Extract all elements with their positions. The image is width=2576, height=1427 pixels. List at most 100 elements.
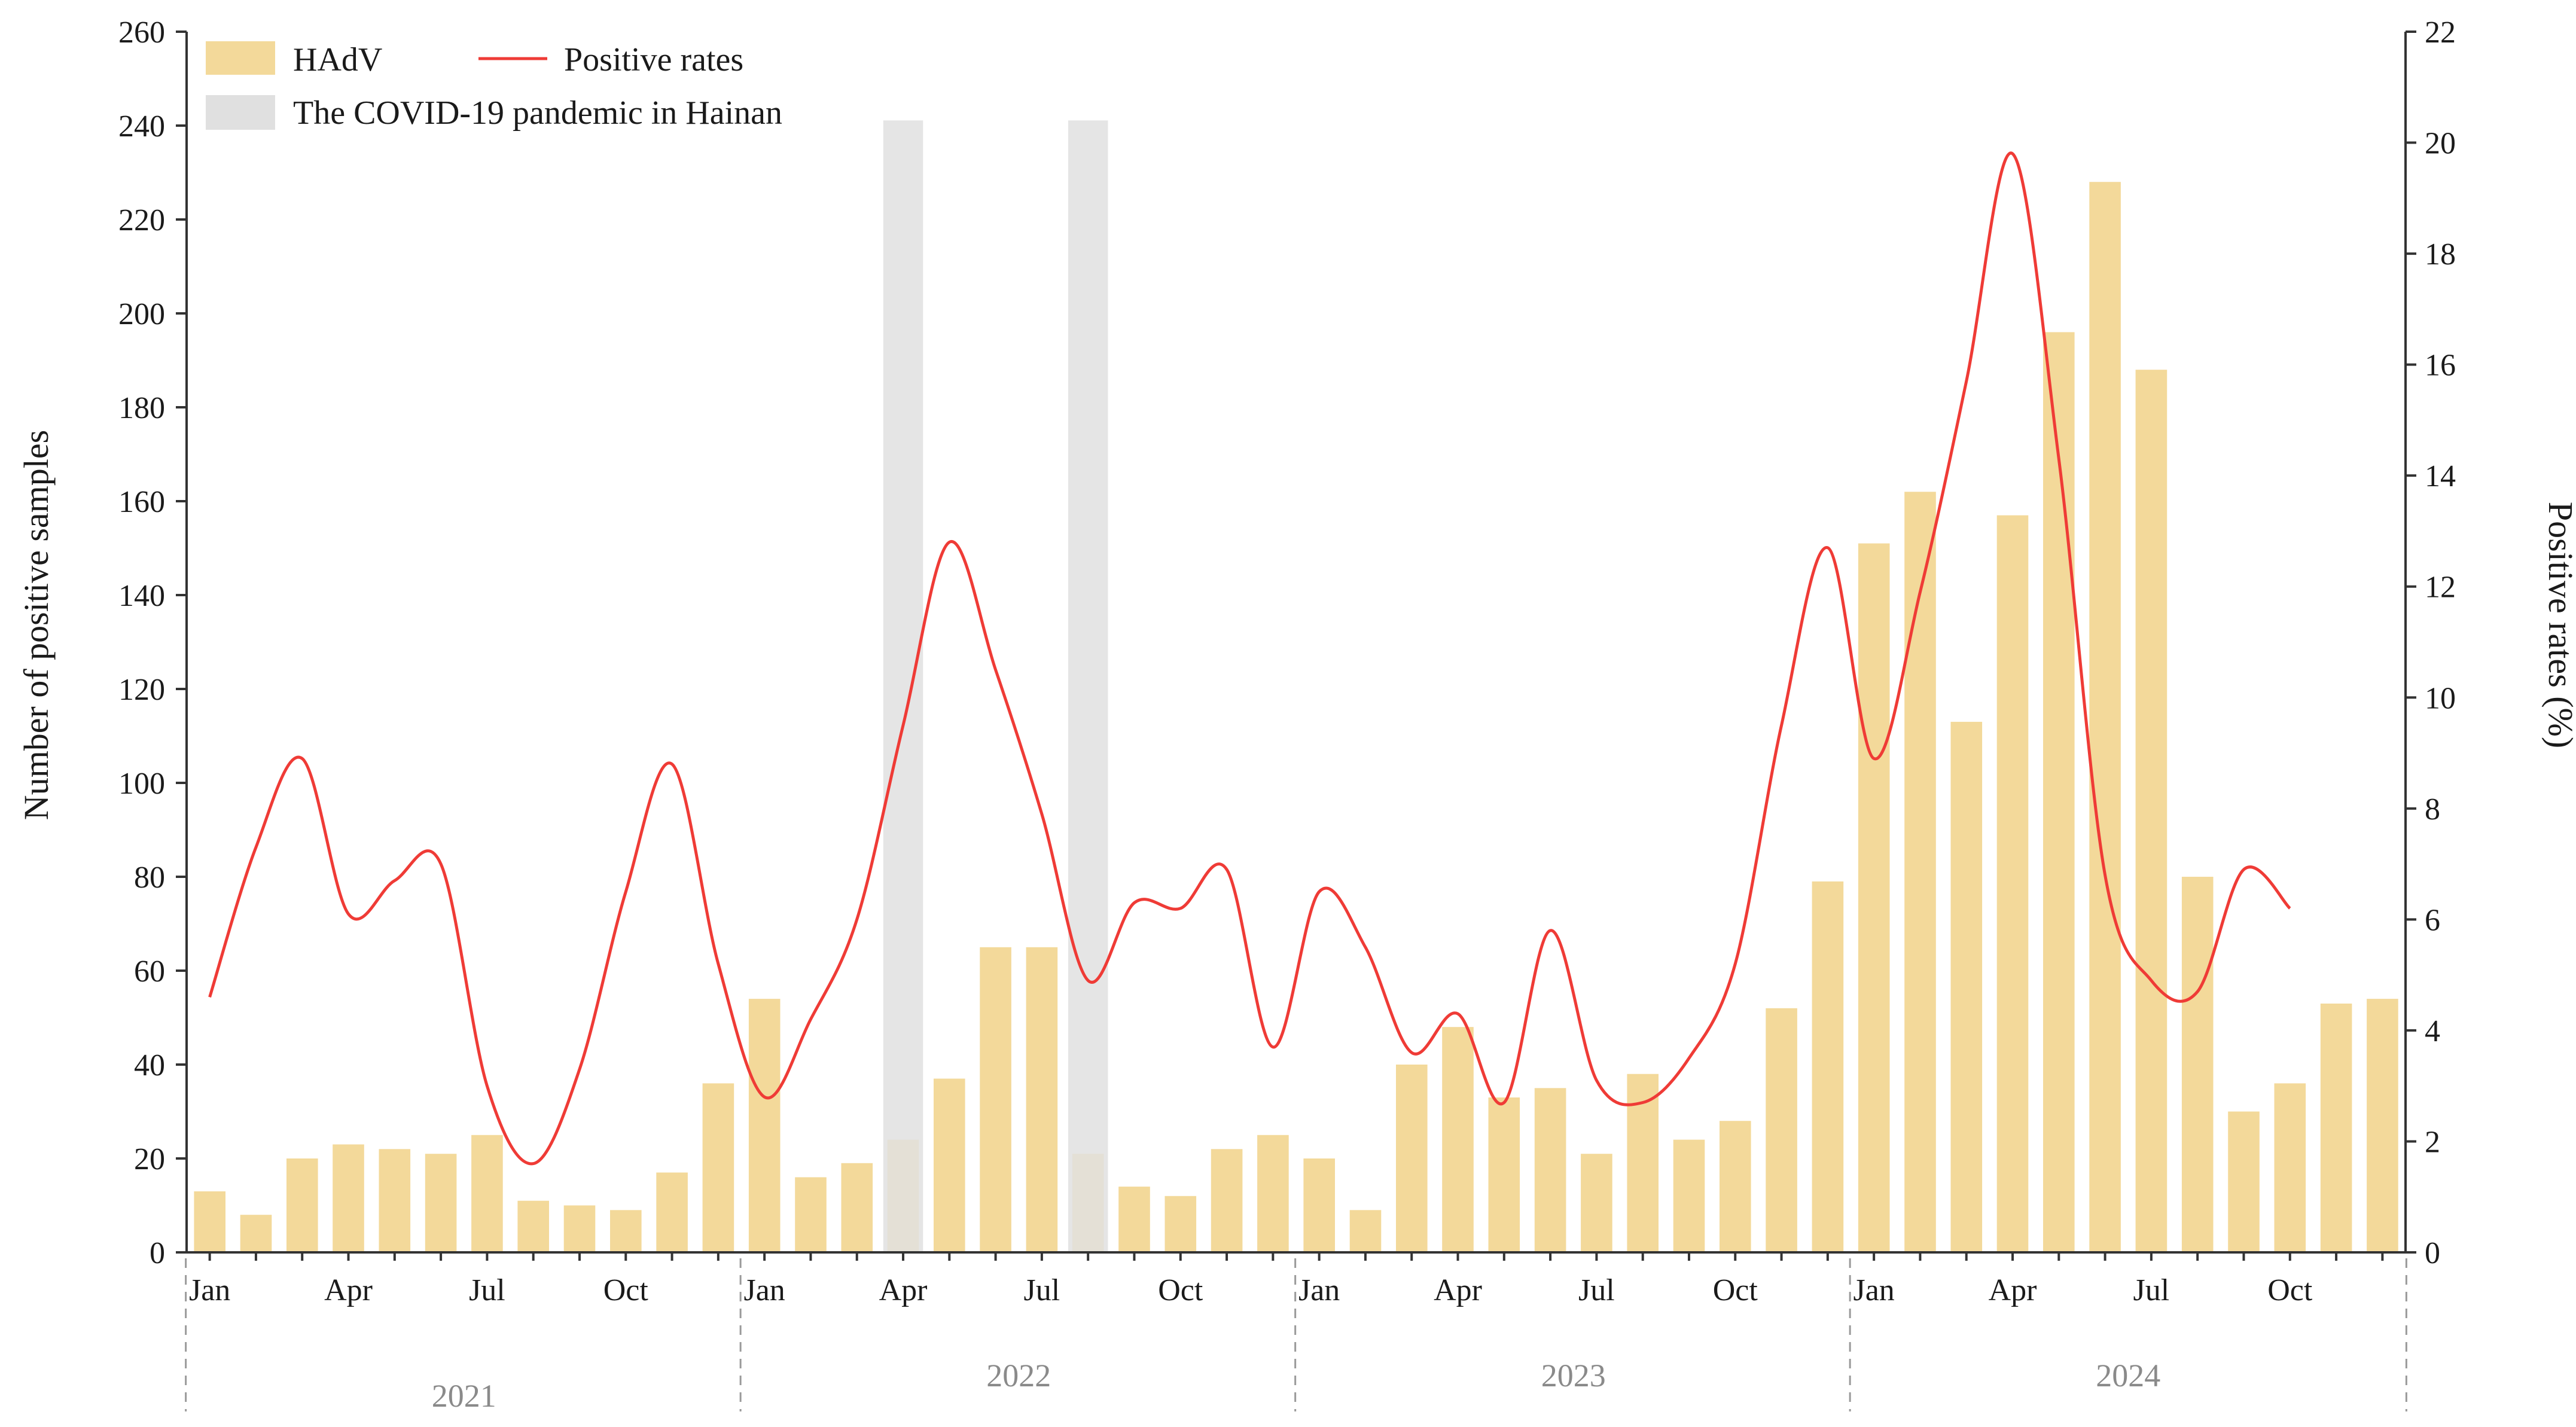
bar-hadv-4 bbox=[379, 1149, 411, 1252]
y-right-tick-label-5: 10 bbox=[2425, 681, 2456, 715]
bar-hadv-36 bbox=[1858, 543, 1890, 1252]
bar-hadv-38 bbox=[1950, 721, 1983, 1252]
y-right-tick-label-9: 18 bbox=[2425, 237, 2456, 272]
bar-hadv-45 bbox=[2274, 1083, 2306, 1252]
bar-hadv-12 bbox=[748, 999, 781, 1252]
bar-hadv-6 bbox=[471, 1135, 503, 1253]
y-right-tick-label-10: 20 bbox=[2425, 127, 2456, 161]
y-left-tick-label-8: 160 bbox=[118, 485, 165, 519]
year-label-2022: 2022 bbox=[986, 1358, 1051, 1394]
bar-hadv-33 bbox=[1720, 1121, 1751, 1252]
legend: HAdV Positive rates The COVID-19 pandemi… bbox=[206, 41, 782, 132]
year-label-2021: 2021 bbox=[432, 1378, 496, 1414]
bar-hadv-1 bbox=[240, 1215, 272, 1252]
legend-swatch-covid bbox=[206, 95, 275, 130]
y-axis-right-title: Positive rates (%) bbox=[2541, 502, 2576, 748]
y-right-tick-label-1: 2 bbox=[2425, 1125, 2440, 1159]
bar-hadv-30 bbox=[1581, 1154, 1612, 1252]
y-axis-left-title: Number of positive samples bbox=[17, 430, 56, 820]
legend-label-hadv: HAdV bbox=[293, 41, 382, 78]
line-series-positive-rates bbox=[208, 151, 2291, 1166]
bar-hadv-44 bbox=[2228, 1111, 2260, 1252]
y-right-tick-label-7: 14 bbox=[2425, 459, 2456, 493]
bar-hadv-37 bbox=[1904, 492, 1936, 1252]
y-left-tick-label-5: 100 bbox=[118, 767, 165, 801]
bar-hadv-26 bbox=[1396, 1065, 1428, 1252]
legend-label-covid: The COVID-19 pandemic in Hainan bbox=[293, 94, 782, 132]
bar-hadv-35 bbox=[1812, 881, 1844, 1252]
y-right-tick-label-6: 12 bbox=[2425, 571, 2456, 605]
year-label-2023: 2023 bbox=[1541, 1358, 1606, 1394]
y-right-tick-label-8: 16 bbox=[2425, 349, 2456, 383]
bar-hadv-2 bbox=[286, 1158, 318, 1252]
x-tick-label-42: Jul bbox=[2133, 1273, 2170, 1307]
bar-hadv-8 bbox=[563, 1205, 596, 1252]
bar-hadv-32 bbox=[1673, 1139, 1705, 1252]
bar-hadv-10 bbox=[656, 1172, 688, 1252]
y-right-tick-label-0: 0 bbox=[2425, 1236, 2440, 1270]
covid-shade-0 bbox=[883, 120, 923, 1252]
bar-hadv-27 bbox=[1442, 1027, 1474, 1252]
y-left-tick-label-11: 220 bbox=[118, 203, 165, 237]
bar-hadv-14 bbox=[841, 1163, 873, 1252]
y-left-tick-label-4: 80 bbox=[134, 861, 165, 895]
y-right-tick-label-3: 6 bbox=[2425, 903, 2440, 937]
bar-hadv-16 bbox=[934, 1078, 965, 1252]
bar-hadv-47 bbox=[2367, 999, 2398, 1252]
legend-label-positive-rates: Positive rates bbox=[564, 41, 743, 78]
bar-hadv-29 bbox=[1534, 1088, 1566, 1253]
x-tick-label-33: Oct bbox=[1713, 1273, 1758, 1307]
x-tick-label-6: Jul bbox=[469, 1273, 505, 1307]
bar-hadv-23 bbox=[1257, 1135, 1289, 1253]
bar-hadv-3 bbox=[333, 1144, 364, 1252]
y-left-tick-label-1: 20 bbox=[134, 1142, 165, 1176]
bar-hadv-24 bbox=[1303, 1158, 1335, 1252]
x-tick-label-3: Apr bbox=[324, 1273, 373, 1307]
x-tick-label-39: Apr bbox=[1989, 1273, 2037, 1307]
bar-hadv-13 bbox=[795, 1177, 827, 1252]
bar-hadv-34 bbox=[1766, 1008, 1797, 1252]
bar-hadv-41 bbox=[2089, 182, 2121, 1253]
x-tick-label-0: Jan bbox=[189, 1273, 230, 1307]
bar-hadv-11 bbox=[702, 1083, 734, 1252]
bar-series-hadv bbox=[194, 182, 2398, 1253]
bar-hadv-21 bbox=[1164, 1196, 1197, 1252]
y-left-tick-label-7: 140 bbox=[118, 579, 165, 613]
bar-hadv-43 bbox=[2181, 877, 2214, 1252]
covid-shade-1 bbox=[1068, 120, 1108, 1252]
x-tick-label-21: Oct bbox=[1158, 1273, 1203, 1307]
bar-hadv-46 bbox=[2320, 1004, 2352, 1252]
bar-hadv-18 bbox=[1026, 947, 1058, 1253]
y-left-tick-label-6: 120 bbox=[118, 673, 165, 707]
bar-hadv-17 bbox=[980, 947, 1011, 1253]
bar-hadv-22 bbox=[1211, 1149, 1243, 1252]
bar-hadv-9 bbox=[610, 1210, 642, 1252]
x-tick-label-36: Jan bbox=[1853, 1273, 1894, 1307]
bar-hadv-7 bbox=[517, 1200, 549, 1252]
x-tick-label-45: Oct bbox=[2267, 1273, 2313, 1307]
y-left-tick-label-3: 60 bbox=[134, 955, 165, 989]
bar-hadv-31 bbox=[1627, 1074, 1659, 1252]
x-tick-label-24: Jan bbox=[1298, 1273, 1340, 1307]
bar-hadv-28 bbox=[1488, 1097, 1520, 1252]
y-right-tick-label-11: 22 bbox=[2425, 16, 2456, 50]
bar-hadv-39 bbox=[1996, 515, 2029, 1252]
x-tick-label-9: Oct bbox=[603, 1273, 649, 1307]
x-tick-label-12: Jan bbox=[743, 1273, 785, 1307]
x-tick-label-30: Jul bbox=[1578, 1273, 1615, 1307]
y-left-tick-label-13: 260 bbox=[118, 16, 165, 50]
bar-hadv-40 bbox=[2043, 332, 2075, 1252]
bar-hadv-0 bbox=[194, 1191, 225, 1252]
legend-swatch-hadv bbox=[206, 41, 275, 75]
year-label-2024: 2024 bbox=[2096, 1358, 2160, 1394]
y-left-tick-label-12: 240 bbox=[118, 109, 165, 144]
y-left-tick-label-0: 0 bbox=[150, 1236, 165, 1270]
x-tick-label-27: Apr bbox=[1434, 1273, 1482, 1307]
y-left-tick-label-9: 180 bbox=[118, 391, 165, 425]
bar-hadv-5 bbox=[425, 1154, 457, 1252]
bar-hadv-20 bbox=[1118, 1187, 1150, 1252]
x-tick-label-18: Jul bbox=[1024, 1273, 1060, 1307]
y-left-tick-label-2: 40 bbox=[134, 1048, 165, 1083]
x-tick-label-15: Apr bbox=[879, 1273, 928, 1307]
